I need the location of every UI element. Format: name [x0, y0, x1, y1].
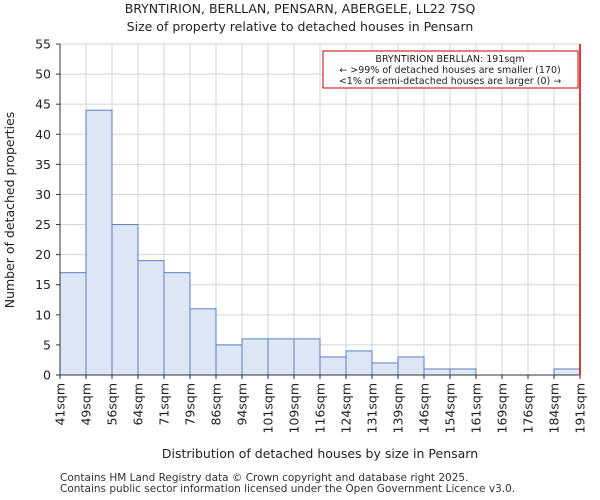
y-tick-label: 20 — [35, 247, 51, 262]
tick-labels: 0 5 10 15 20 25 30 35 40 45 50 55 41sqm 49sqm 56sqm 64s… — [35, 37, 587, 434]
bar — [371, 362, 399, 376]
x-axis-label: Distribution of detached houses by size … — [162, 446, 478, 461]
chart-title: BRYNTIRION, BERLLAN, PENSARN, ABERGELE, … — [125, 1, 476, 16]
y-tick-label: 35 — [35, 157, 51, 172]
bars — [59, 109, 581, 376]
y-tick-label: 25 — [35, 217, 51, 232]
y-tick-label: 15 — [35, 277, 51, 292]
x-tick-label: 161sqm — [469, 383, 484, 433]
x-tick-label: 169sqm — [495, 383, 510, 433]
y-tick-label: 5 — [43, 337, 51, 352]
annotation-box: BRYNTIRION BERLLAN: 191sqm ← >99% of det… — [322, 50, 579, 89]
y-axis-label: Number of detached properties — [2, 112, 17, 309]
bar — [137, 260, 165, 376]
bar — [397, 356, 425, 376]
x-tick-label: 154sqm — [443, 383, 458, 433]
x-tick-label: 191sqm — [573, 383, 588, 433]
bar — [423, 368, 451, 376]
x-tick-label: 64sqm — [131, 383, 146, 426]
annotation-line-2: ← >99% of detached houses are smaller (1… — [339, 65, 560, 76]
bar — [163, 272, 191, 376]
x-tick-label: 131sqm — [365, 383, 380, 433]
x-tick-label: 56sqm — [105, 383, 120, 426]
x-tick-label: 109sqm — [287, 383, 302, 433]
bar — [85, 109, 113, 376]
x-tick-label: 116sqm — [313, 383, 328, 433]
x-tick-label: 71sqm — [157, 383, 172, 426]
x-tick-label: 94sqm — [235, 383, 250, 426]
annotation-border — [322, 50, 579, 89]
bar — [449, 368, 477, 376]
x-tick-label: 86sqm — [209, 383, 224, 426]
bar — [59, 272, 87, 376]
x-tick-label: 124sqm — [339, 383, 354, 433]
bar — [345, 350, 373, 376]
y-tick-label: 40 — [35, 127, 51, 142]
x-tick-label: 41sqm — [53, 383, 68, 426]
bar — [189, 308, 217, 376]
annotation-line-1: BRYNTIRION BERLLAN: 191sqm — [375, 54, 524, 65]
y-tick-label: 30 — [35, 187, 51, 202]
x-tick-label: 139sqm — [391, 383, 406, 433]
x-tick-label: 146sqm — [417, 383, 432, 433]
x-tick-label: 49sqm — [79, 383, 94, 426]
y-tick-label: 50 — [35, 67, 51, 82]
x-tick-label: 101sqm — [261, 383, 276, 433]
bar — [111, 224, 139, 376]
y-tick-label: 55 — [35, 37, 51, 52]
bar — [267, 338, 295, 376]
y-tick-label: 0 — [43, 368, 51, 383]
chart-subtitle: Size of property relative to detached ho… — [127, 19, 474, 34]
x-tick-label: 79sqm — [183, 383, 198, 426]
footer-line-1: Contains HM Land Registry data © Crown c… — [60, 472, 469, 484]
bar — [553, 368, 581, 376]
x-tick-label: 176sqm — [521, 383, 536, 433]
bar — [293, 338, 321, 376]
bar — [319, 356, 347, 376]
y-tick-label: 45 — [35, 97, 51, 112]
footer-line-2: Contains public sector information licen… — [60, 483, 516, 495]
bar — [241, 338, 269, 376]
annotation-line-3: <1% of semi-detached houses are larger (… — [339, 76, 561, 87]
y-tick-label: 10 — [35, 307, 51, 322]
bar — [215, 344, 243, 376]
x-tick-label: 184sqm — [547, 383, 562, 433]
